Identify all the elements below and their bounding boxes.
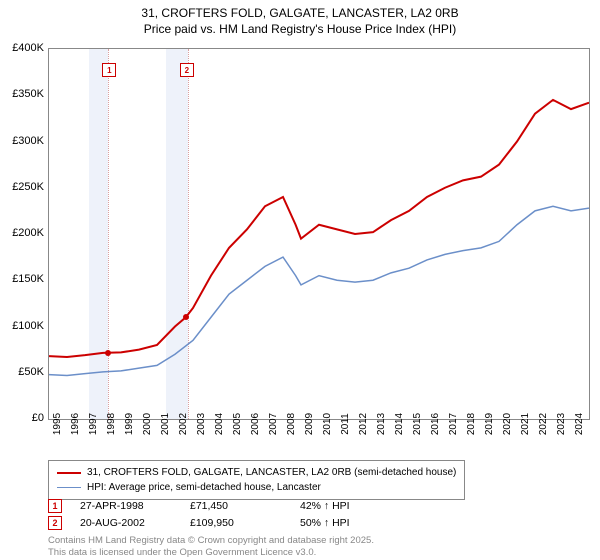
x-tick-label: 1999 [124,413,135,435]
x-tick-label: 2003 [196,413,207,435]
x-tick-label: 2000 [142,413,153,435]
y-tick-label: £100K [12,320,44,332]
y-tick-label: £400K [12,42,44,54]
x-tick-label: 2024 [574,413,585,435]
x-tick-label: 2022 [538,413,549,435]
x-tick-label: 2023 [556,413,567,435]
x-tick-label: 2008 [286,413,297,435]
x-tick-label: 1998 [106,413,117,435]
sale-price: £109,950 [190,515,300,532]
sale-dot [183,314,189,320]
x-tick-label: 1997 [88,413,99,435]
footer: Contains HM Land Registry data © Crown c… [48,535,374,558]
sale-hpi: 42% ↑ HPI [300,498,410,515]
title-line2: Price paid vs. HM Land Registry's House … [0,22,600,38]
y-tick-label: £250K [12,181,44,193]
legend-label: 31, CROFTERS FOLD, GALGATE, LANCASTER, L… [87,465,456,480]
series-property [49,100,589,357]
plot-marker: 2 [180,63,194,77]
y-tick-label: £150K [12,273,44,285]
x-tick-label: 2005 [232,413,243,435]
y-tick-label: £0 [32,412,44,424]
y-tick-label: £350K [12,88,44,100]
x-tick-label: 2013 [376,413,387,435]
sale-marker: 2 [48,516,62,530]
sales-table: 1 27-APR-1998£71,45042% ↑ HPI 2 20-AUG-2002… [48,498,410,532]
legend-item: HPI: Average price, semi-detached house,… [57,480,456,495]
legend-swatch [57,472,81,474]
x-tick-label: 2011 [340,413,351,435]
x-tick-label: 2020 [502,413,513,435]
x-tick-label: 2002 [178,413,189,435]
chart-container: 31, CROFTERS FOLD, GALGATE, LANCASTER, L… [0,0,600,560]
x-tick-label: 2012 [358,413,369,435]
chart-title: 31, CROFTERS FOLD, GALGATE, LANCASTER, L… [0,0,600,37]
sale-date: 27-APR-1998 [80,498,190,515]
plot-marker: 1 [102,63,116,77]
sale-dot [105,350,111,356]
x-tick-label: 1996 [70,413,81,435]
sale-row: 1 27-APR-1998£71,45042% ↑ HPI [48,498,410,515]
footer-line2: This data is licensed under the Open Gov… [48,547,374,558]
x-tick-label: 2001 [160,413,171,435]
x-tick-label: 2007 [268,413,279,435]
legend-label: HPI: Average price, semi-detached house,… [87,480,321,495]
sale-row: 2 20-AUG-2002£109,95050% ↑ HPI [48,515,410,532]
sale-date: 20-AUG-2002 [80,515,190,532]
y-tick-label: £50K [18,366,44,378]
x-tick-label: 2010 [322,413,333,435]
title-line1: 31, CROFTERS FOLD, GALGATE, LANCASTER, L… [0,6,600,22]
sale-hpi: 50% ↑ HPI [300,515,410,532]
series-svg [49,49,589,419]
sale-marker: 1 [48,499,62,513]
x-tick-label: 2021 [520,413,531,435]
x-tick-label: 2018 [466,413,477,435]
plot-area: 12 [48,48,590,420]
x-tick-label: 1995 [52,413,63,435]
x-tick-label: 2019 [484,413,495,435]
x-tick-label: 2014 [394,413,405,435]
y-tick-label: £200K [12,227,44,239]
sale-price: £71,450 [190,498,300,515]
x-tick-label: 2009 [304,413,315,435]
y-tick-label: £300K [12,135,44,147]
x-tick-label: 2017 [448,413,459,435]
legend-item: 31, CROFTERS FOLD, GALGATE, LANCASTER, L… [57,465,456,480]
x-tick-label: 2006 [250,413,261,435]
footer-line1: Contains HM Land Registry data © Crown c… [48,535,374,546]
x-tick-label: 2016 [430,413,441,435]
legend-swatch [57,487,81,489]
x-tick-label: 2015 [412,413,423,435]
legend: 31, CROFTERS FOLD, GALGATE, LANCASTER, L… [48,460,465,500]
x-tick-label: 2004 [214,413,225,435]
